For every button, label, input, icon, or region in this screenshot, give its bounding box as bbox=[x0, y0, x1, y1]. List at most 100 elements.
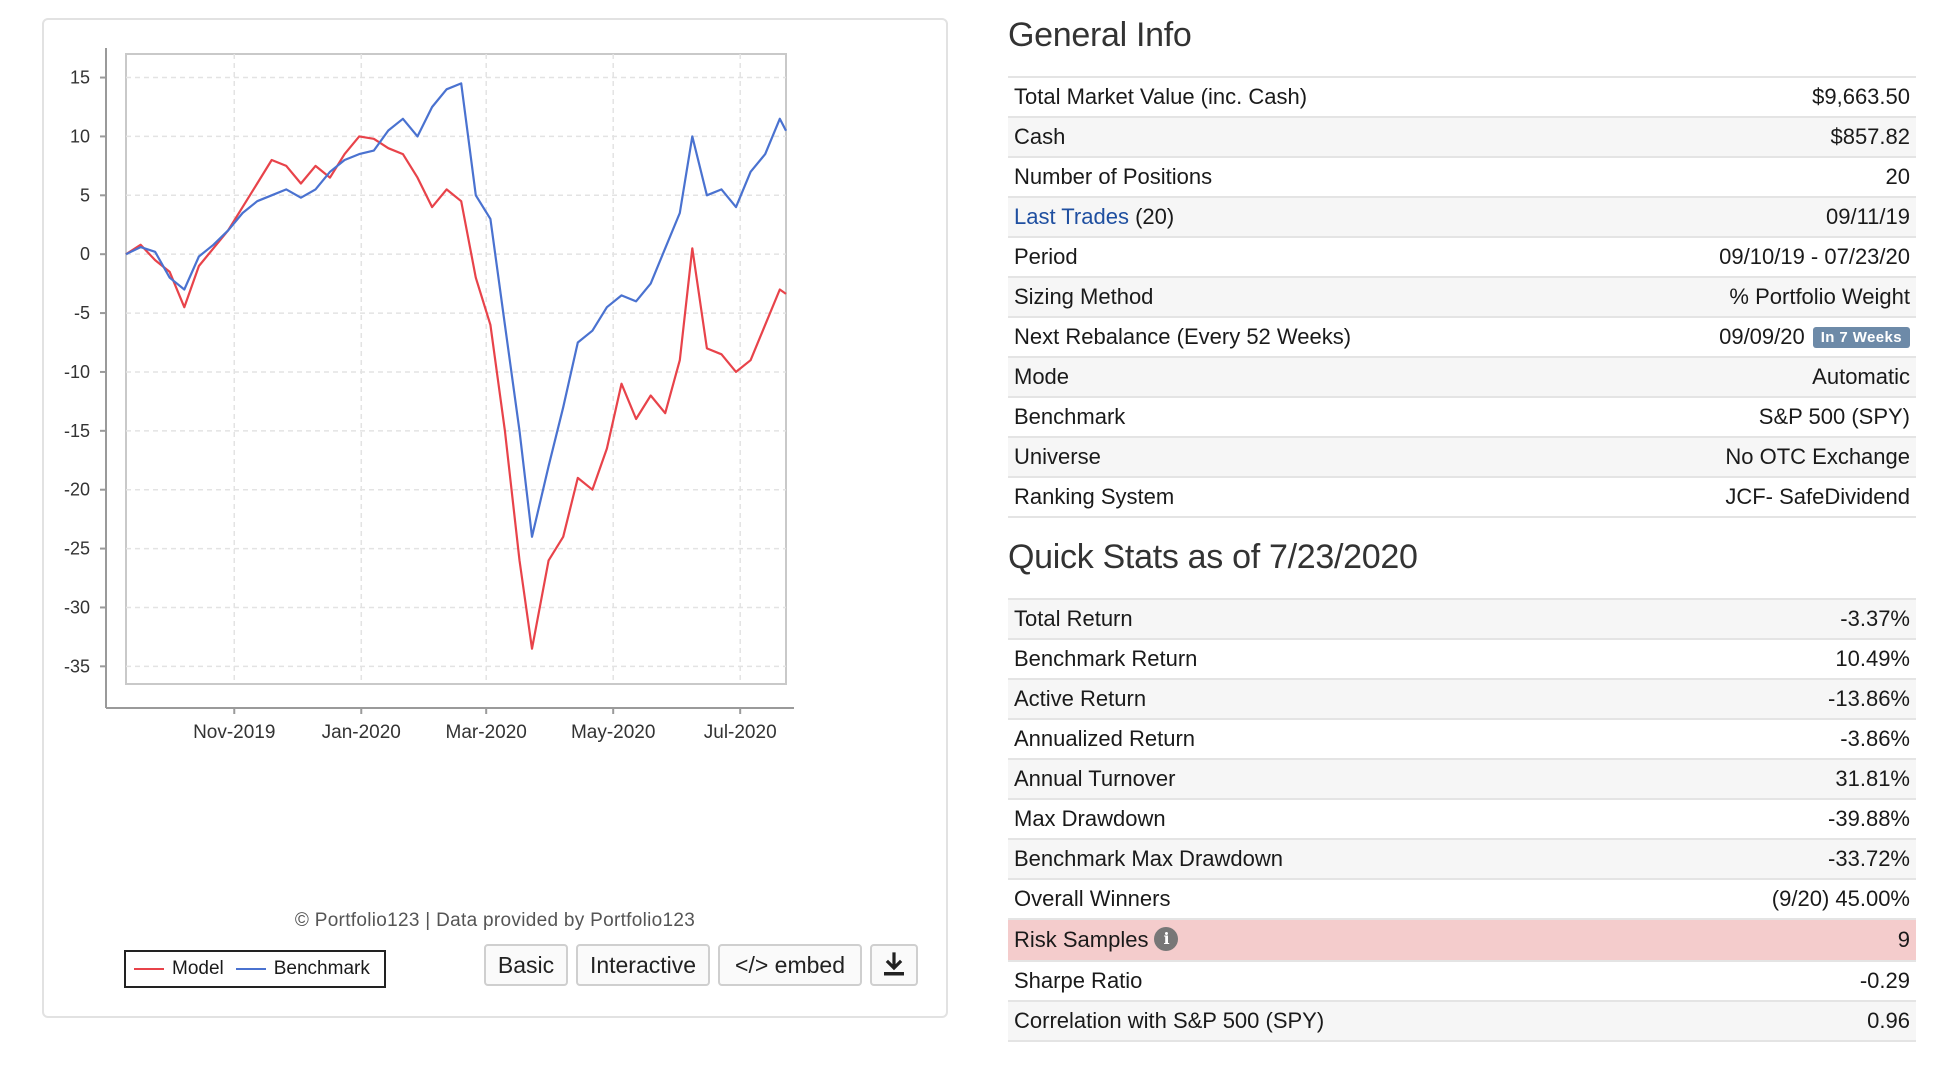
row-label: Cash bbox=[1014, 124, 1066, 149]
table-row: Sizing Method % Portfolio Weight bbox=[1008, 277, 1916, 317]
general-info-title: General Info bbox=[1008, 16, 1192, 54]
row-label: Annual Turnover bbox=[1014, 766, 1176, 791]
row-label: Mode bbox=[1014, 364, 1070, 389]
y-tick-label: -5 bbox=[74, 303, 90, 323]
table-row: Benchmark Return 10.49% bbox=[1008, 639, 1916, 679]
row-label-group: Risk Samples i bbox=[1008, 919, 1627, 961]
legend-item-model[interactable]: Model bbox=[134, 958, 224, 980]
x-tick-label: Mar-2020 bbox=[446, 722, 527, 743]
x-tick-label: Jan-2020 bbox=[322, 722, 401, 743]
table-row: Correlation with S&P 500 (SPY) 0.96 bbox=[1008, 1001, 1916, 1041]
general-info-table: Total Market Value (inc. Cash) $9,663.50… bbox=[1008, 76, 1916, 518]
row-value: (9/20) 45.00% bbox=[1771, 886, 1910, 911]
table-row: Total Return -3.37% bbox=[1008, 599, 1916, 639]
performance-chart[interactable]: 15 10 5 0 -5 -10 -15 -20 -25 -30 -35 Nov-2019 Jan-20… bbox=[44, 20, 950, 900]
series-line-benchmark bbox=[125, 82, 787, 538]
row-value: 9 bbox=[1897, 927, 1910, 952]
row-label: Risk Samples bbox=[1014, 926, 1149, 952]
chart-legend: Model Benchmark bbox=[124, 950, 386, 988]
y-tick-label: 5 bbox=[80, 185, 90, 205]
y-tick-label: -15 bbox=[64, 421, 90, 441]
row-value: 31.81% bbox=[1835, 766, 1910, 791]
row-label: Annualized Return bbox=[1014, 726, 1196, 751]
row-label: Ranking System bbox=[1014, 484, 1175, 509]
y-tick-label: -30 bbox=[64, 597, 90, 617]
interactive-button[interactable]: Interactive bbox=[576, 944, 710, 986]
row-label-group: Last Trades (20) bbox=[1008, 197, 1582, 237]
plot-area bbox=[125, 53, 787, 685]
last-trades-count: (20) bbox=[1128, 204, 1175, 229]
table-row-risk-samples: Risk Samples i 9 bbox=[1008, 919, 1916, 961]
table-row: Period 09/10/19 - 07/23/20 bbox=[1008, 237, 1916, 277]
table-row: Active Return -13.86% bbox=[1008, 679, 1916, 719]
download-icon bbox=[884, 952, 904, 976]
x-tick-label: May-2020 bbox=[571, 722, 656, 743]
x-tick-label: Jul-2020 bbox=[704, 722, 777, 743]
y-tick-label: -35 bbox=[64, 656, 90, 676]
table-row: Max Drawdown -39.88% bbox=[1008, 799, 1916, 839]
y-tick-label: 10 bbox=[70, 126, 90, 146]
table-row: Sharpe Ratio -0.29 bbox=[1008, 961, 1916, 1001]
info-icon[interactable]: i bbox=[1154, 927, 1179, 952]
row-value: -39.88% bbox=[1828, 806, 1910, 831]
row-value: -3.37% bbox=[1840, 606, 1910, 631]
row-value: No OTC Exchange bbox=[1725, 444, 1910, 469]
table-row: Last Trades (20) 09/11/19 bbox=[1008, 197, 1916, 237]
row-label: Benchmark bbox=[1014, 404, 1126, 429]
table-row: Annual Turnover 31.81% bbox=[1008, 759, 1916, 799]
chart-card: 15 10 5 0 -5 -10 -15 -20 -25 -30 -35 Nov-2019 Jan-20… bbox=[42, 18, 948, 1018]
basic-button[interactable]: Basic bbox=[484, 944, 568, 986]
row-label: Benchmark Return bbox=[1014, 646, 1198, 671]
table-row: Overall Winners (9/20) 45.00% bbox=[1008, 879, 1916, 919]
legend-swatch-benchmark bbox=[235, 968, 266, 970]
row-value: Automatic bbox=[1812, 364, 1910, 389]
y-tick-label: -20 bbox=[64, 480, 90, 500]
ranking-system-link[interactable]: JCF- SafeDividend bbox=[1725, 484, 1910, 509]
row-value: $857.82 bbox=[1830, 124, 1910, 149]
table-row: Ranking System JCF- SafeDividend bbox=[1008, 477, 1916, 517]
table-row: Next Rebalance (Every 52 Weeks) 09/09/20… bbox=[1008, 317, 1916, 357]
row-label: Total Return bbox=[1014, 606, 1133, 631]
quick-stats-table: Total Return -3.37% Benchmark Return 10.… bbox=[1008, 598, 1916, 1042]
legend-label-benchmark: Benchmark bbox=[273, 958, 370, 979]
last-trades-date-link[interactable]: 09/11/19 bbox=[1825, 204, 1910, 229]
row-value: $9,663.50 bbox=[1812, 84, 1910, 109]
row-label: Universe bbox=[1014, 444, 1101, 469]
rebalance-badge: In 7 Weeks bbox=[1812, 326, 1910, 348]
row-label: Overall Winners bbox=[1014, 886, 1171, 911]
table-row: Cash $857.82 bbox=[1008, 117, 1916, 157]
row-value: -13.86% bbox=[1828, 686, 1910, 711]
download-button[interactable] bbox=[870, 944, 918, 986]
x-tick-label: Nov-2019 bbox=[193, 722, 275, 743]
table-row: Universe No OTC Exchange bbox=[1008, 437, 1916, 477]
y-tick-label: 0 bbox=[80, 244, 90, 264]
row-label: Max Drawdown bbox=[1014, 806, 1166, 831]
row-label: Total Market Value (inc. Cash) bbox=[1014, 84, 1308, 109]
legend-label-model: Model bbox=[172, 958, 224, 979]
row-value: 09/10/19 - 07/23/20 bbox=[1719, 244, 1910, 269]
row-value: % Portfolio Weight bbox=[1729, 284, 1910, 309]
row-label: Active Return bbox=[1014, 686, 1147, 711]
last-trades-link[interactable]: Last Trades bbox=[1014, 204, 1129, 229]
next-rebalance-date: 09/09/20 bbox=[1719, 324, 1805, 349]
row-value: -0.29 bbox=[1859, 968, 1910, 993]
legend-item-benchmark[interactable]: Benchmark bbox=[235, 958, 370, 980]
table-row: Benchmark S&P 500 (SPY) bbox=[1008, 397, 1916, 437]
table-row: Number of Positions 20 bbox=[1008, 157, 1916, 197]
embed-button[interactable]: </> embed bbox=[718, 944, 862, 986]
row-value: 0.96 bbox=[1867, 1008, 1910, 1033]
row-label: Benchmark Max Drawdown bbox=[1014, 846, 1283, 871]
table-row: Total Market Value (inc. Cash) $9,663.50 bbox=[1008, 77, 1916, 117]
y-tick-label: 15 bbox=[70, 68, 90, 88]
table-row: Mode Automatic bbox=[1008, 357, 1916, 397]
chart-credit: © Portfolio123 | Data provided by Portfo… bbox=[294, 910, 696, 931]
table-row: Benchmark Max Drawdown -33.72% bbox=[1008, 839, 1916, 879]
positions-count-link[interactable]: 20 bbox=[1885, 164, 1910, 189]
number-of-positions-link[interactable]: Number of Positions bbox=[1014, 164, 1213, 189]
row-label: Period bbox=[1014, 244, 1078, 269]
legend-swatch-model bbox=[134, 968, 164, 970]
row-label: Sizing Method bbox=[1014, 284, 1154, 309]
row-value: -33.72% bbox=[1828, 846, 1910, 871]
row-value: S&P 500 (SPY) bbox=[1758, 404, 1910, 429]
row-label: Sharpe Ratio bbox=[1014, 968, 1143, 993]
